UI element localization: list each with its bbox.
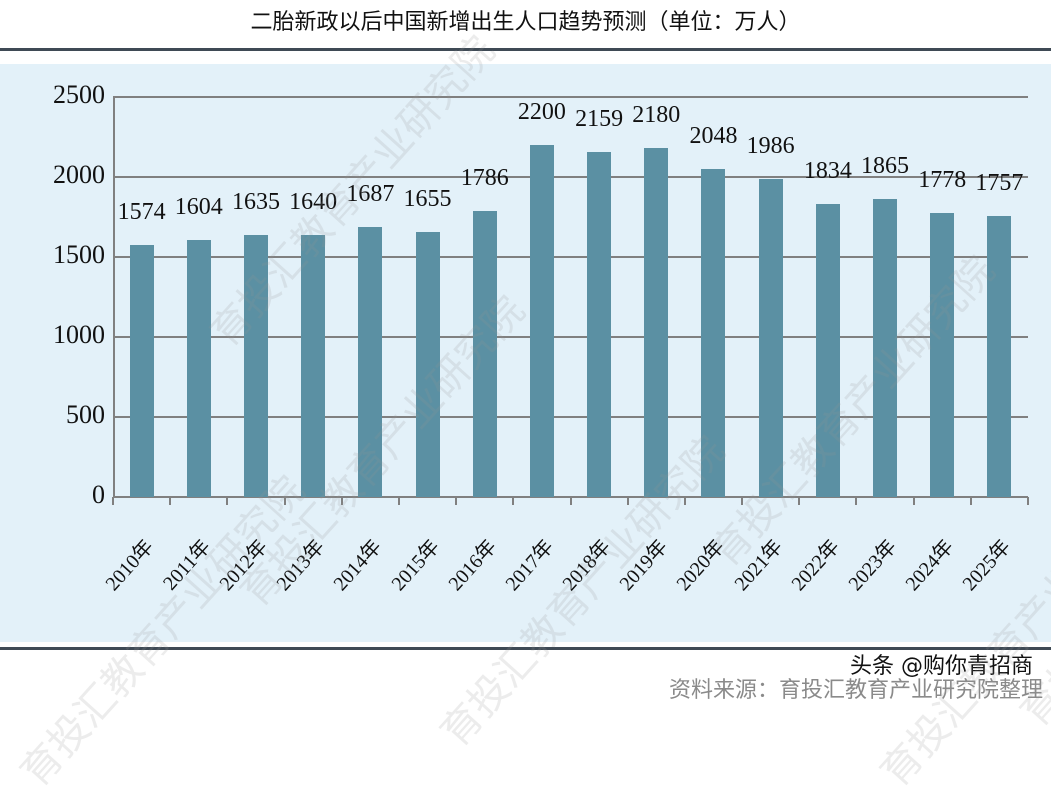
x-tick: [455, 497, 458, 505]
x-tick: [855, 497, 858, 505]
bar-2024年: [930, 212, 955, 497]
value-label: 2180: [632, 102, 681, 129]
x-tick: [112, 497, 114, 505]
value-label: 1574: [117, 199, 166, 226]
bar-2017年: [529, 145, 554, 497]
x-tick: [912, 497, 915, 505]
x-tick: [283, 497, 286, 505]
value-label: 1865: [861, 152, 910, 179]
y-tick-label: 0: [92, 480, 105, 509]
gridline: [113, 176, 1028, 178]
gridline: [113, 336, 1028, 338]
y-tick-label: 2000: [53, 160, 105, 189]
y-tick-label: 2500: [53, 80, 105, 109]
gridline: [113, 96, 1028, 98]
bar-2025年: [987, 215, 1012, 497]
bar-2019年: [644, 148, 669, 497]
bar-2013年: [301, 234, 326, 497]
value-label: 1986: [746, 133, 795, 160]
bar-2020年: [701, 169, 726, 497]
value-label: 1834: [803, 157, 852, 184]
x-tick: [512, 497, 515, 505]
y-tick-label: 1000: [53, 320, 105, 349]
gridline: [113, 256, 1028, 258]
y-tick-label: 500: [66, 400, 105, 429]
bar-2010年: [129, 245, 154, 497]
x-tick: [626, 497, 629, 505]
y-tick-label: 1500: [53, 240, 105, 269]
value-label: 1757: [975, 169, 1024, 196]
bar-2014年: [358, 227, 383, 497]
value-label: 2200: [517, 99, 566, 125]
bottom-divider: [0, 647, 1051, 650]
bar-2021年: [758, 179, 783, 497]
value-label: 1604: [174, 194, 223, 221]
x-tick: [340, 497, 343, 505]
x-tick: [226, 497, 229, 505]
bar-2016年: [472, 211, 497, 497]
bar-2012年: [243, 235, 268, 497]
bar-2015年: [415, 232, 440, 497]
value-label: 2048: [689, 123, 738, 150]
value-label: 1687: [346, 181, 395, 208]
x-tick: [1027, 497, 1029, 505]
value-label: 2159: [575, 105, 624, 132]
bar-2023年: [873, 198, 898, 497]
x-tick: [569, 497, 572, 505]
credit-text: 头条 @购你青招商: [850, 654, 1033, 679]
value-label: 1778: [918, 166, 967, 193]
x-tick: [969, 497, 972, 505]
y-axis: [113, 97, 115, 497]
gridline: [113, 416, 1028, 418]
x-tick: [169, 497, 172, 505]
value-label: 1640: [289, 188, 338, 215]
chart-title: 二胎新政以后中国新增出生人口趋势预测（单位：万人）: [250, 10, 801, 35]
value-label: 1635: [231, 189, 280, 216]
x-tick: [397, 497, 400, 505]
bar-2022年: [815, 203, 840, 497]
x-tick: [683, 497, 686, 505]
source-note: 资料来源：育投汇教育产业研究院整理: [668, 678, 1043, 703]
bar-2018年: [587, 151, 612, 497]
value-label: 1786: [460, 165, 509, 192]
top-divider: [0, 48, 1051, 51]
x-tick: [798, 497, 801, 505]
value-label: 1655: [403, 186, 452, 213]
bar-2011年: [186, 240, 211, 497]
x-tick: [741, 497, 744, 505]
